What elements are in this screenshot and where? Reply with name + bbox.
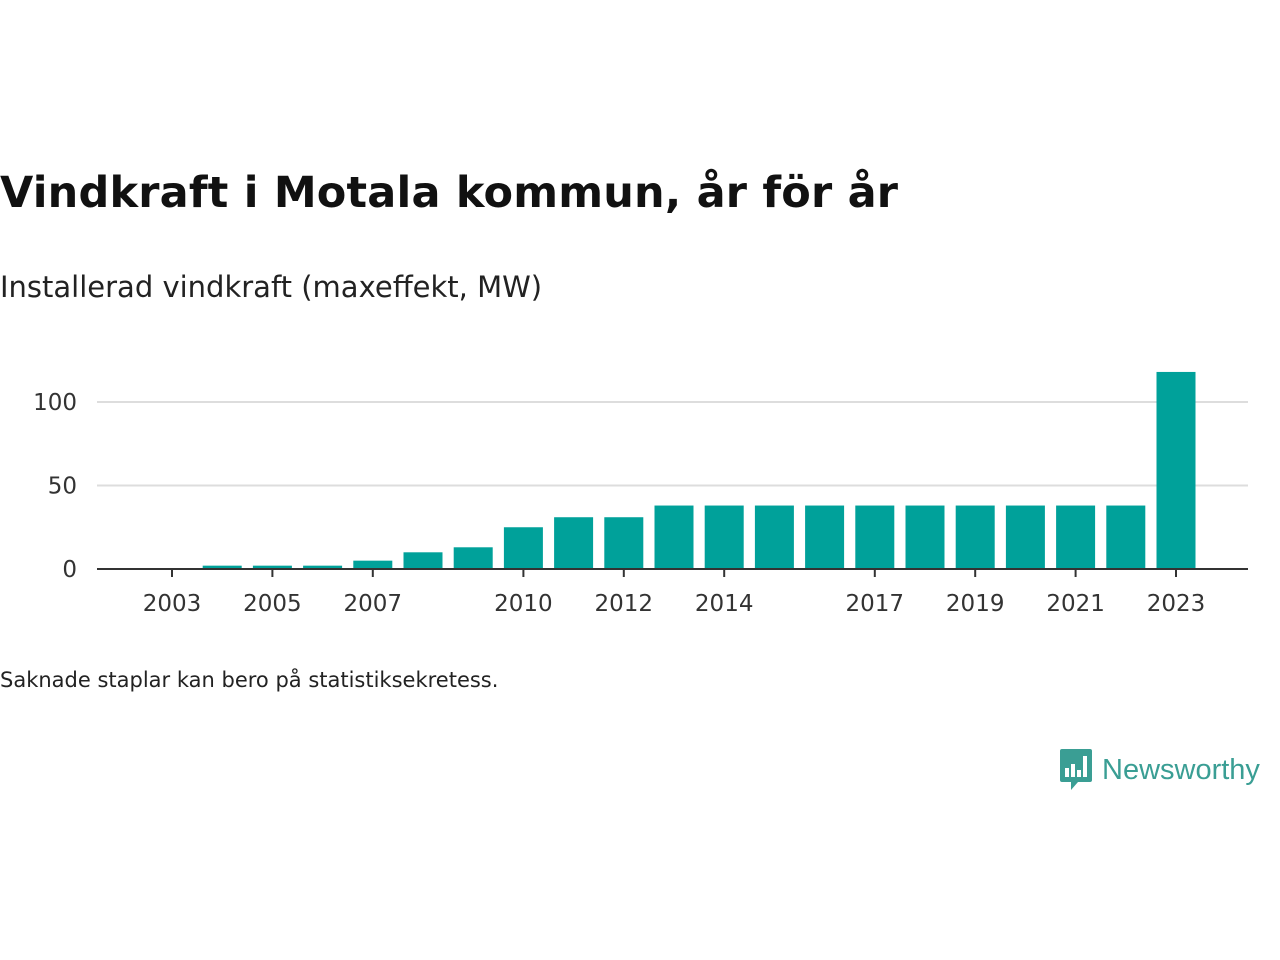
bar bbox=[1005, 505, 1045, 569]
bar bbox=[754, 505, 794, 569]
bar bbox=[403, 552, 443, 569]
bar bbox=[604, 517, 644, 569]
brand-logo[interactable]: Newsworthy bbox=[1058, 748, 1260, 792]
newsworthy-logo-icon bbox=[1060, 749, 1092, 790]
footnote: Saknade staplar kan bero på statistiksek… bbox=[0, 668, 499, 692]
bar bbox=[453, 547, 493, 569]
bars bbox=[202, 371, 1196, 569]
x-tick-label: 2003 bbox=[143, 591, 202, 617]
x-tick-label: 2010 bbox=[494, 591, 553, 617]
y-tick-label: 100 bbox=[33, 390, 77, 416]
bar bbox=[805, 505, 845, 569]
x-tick-label: 2007 bbox=[344, 591, 403, 617]
bar bbox=[202, 565, 242, 569]
bar bbox=[905, 505, 945, 569]
x-tick-label: 2005 bbox=[243, 591, 302, 617]
y-tick-label: 50 bbox=[48, 474, 77, 500]
bar bbox=[955, 505, 995, 569]
bar bbox=[654, 505, 694, 569]
gridlines bbox=[97, 401, 1248, 487]
y-tick-label: 0 bbox=[62, 557, 77, 583]
bar bbox=[353, 560, 393, 569]
bar bbox=[704, 505, 744, 569]
axes: 0 50 100 2003 2005 2007 2010 2012 2014 2017 2019 20… bbox=[33, 390, 1248, 617]
bar bbox=[1156, 371, 1196, 569]
bar bbox=[554, 517, 594, 569]
bar bbox=[252, 565, 292, 569]
x-tick-label: 2017 bbox=[846, 591, 905, 617]
bar bbox=[503, 527, 543, 569]
x-tick-label: 2021 bbox=[1046, 591, 1105, 617]
bar bbox=[1106, 505, 1146, 569]
bar bbox=[303, 565, 343, 569]
x-tick-label: 2023 bbox=[1147, 591, 1206, 617]
brand-name: Newsworthy bbox=[1102, 753, 1260, 786]
x-tick-label: 2012 bbox=[595, 591, 654, 617]
bar-chart: 0 50 100 2003 2005 2007 2010 2012 2014 2017 2019 20… bbox=[33, 371, 1248, 617]
x-tick-label: 2014 bbox=[695, 591, 754, 617]
bar bbox=[1056, 505, 1096, 569]
chart-subtitle: Installerad vindkraft (maxeffekt, MW) bbox=[0, 270, 543, 304]
chart-title: Vindkraft i Motala kommun, år för år bbox=[0, 168, 899, 218]
x-tick-label: 2019 bbox=[946, 591, 1005, 617]
bar bbox=[855, 505, 895, 569]
